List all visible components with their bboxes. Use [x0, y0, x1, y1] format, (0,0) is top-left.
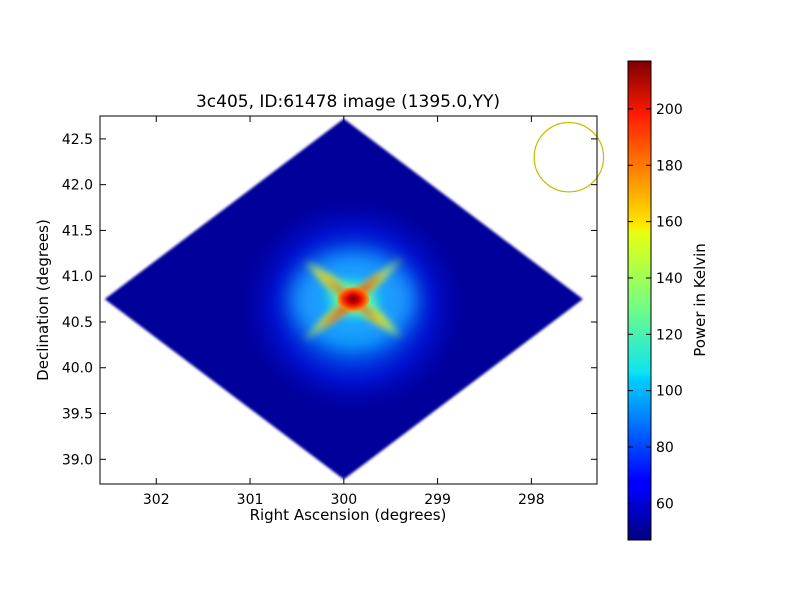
x-tick-label: 298 — [518, 492, 545, 508]
y-tick-label: 39.0 — [62, 452, 93, 468]
radio-source-emission — [238, 195, 469, 416]
y-tick-label: 41.5 — [62, 223, 93, 239]
y-tick-label: 39.5 — [62, 407, 93, 423]
colorbar-tick-label: 60 — [656, 496, 674, 512]
x-tick-label: 299 — [424, 492, 451, 508]
colorbar-tick-label: 120 — [656, 327, 683, 343]
colorbar: 60 80 100 120 140 160 180 200 Power in Kelvin — [627, 60, 709, 541]
plot-area — [104, 118, 583, 480]
x-axis-label: Right Ascension (degrees) — [250, 506, 447, 524]
y-tick-label: 40.0 — [62, 361, 93, 377]
colorbar-tick-label: 100 — [656, 384, 683, 400]
y-axis: 39.0 39.5 40.0 40.5 41.0 41.5 42.0 42.5 — [62, 132, 597, 468]
x-axis: 302 301 300 299 298 — [143, 116, 545, 508]
y-tick-label: 42.0 — [62, 178, 93, 194]
colorbar-tick-label: 160 — [656, 215, 683, 231]
colorbar-gradient — [627, 60, 652, 541]
colorbar-tick-label: 200 — [656, 102, 683, 118]
y-tick-label: 41.0 — [62, 269, 93, 285]
y-tick-label: 42.5 — [62, 132, 93, 148]
y-axis-label: Declination (degrees) — [34, 219, 52, 381]
x-tick-label: 302 — [143, 492, 170, 508]
chart-title: 3c405, ID:61478 image (1395.0,YY) — [196, 92, 500, 112]
x-tick-label: 300 — [330, 492, 357, 508]
colorbar-tick-label: 140 — [656, 271, 683, 287]
colorbar-tick-label: 180 — [656, 158, 683, 174]
emission-peak — [337, 287, 370, 312]
colorbar-label: Power in Kelvin — [691, 243, 709, 357]
axes-frame — [99, 115, 598, 485]
colorbar-tick-label: 80 — [656, 440, 674, 456]
x-tick-label: 301 — [237, 492, 264, 508]
beam-circle — [533, 121, 605, 193]
y-tick-label: 40.5 — [62, 315, 93, 331]
